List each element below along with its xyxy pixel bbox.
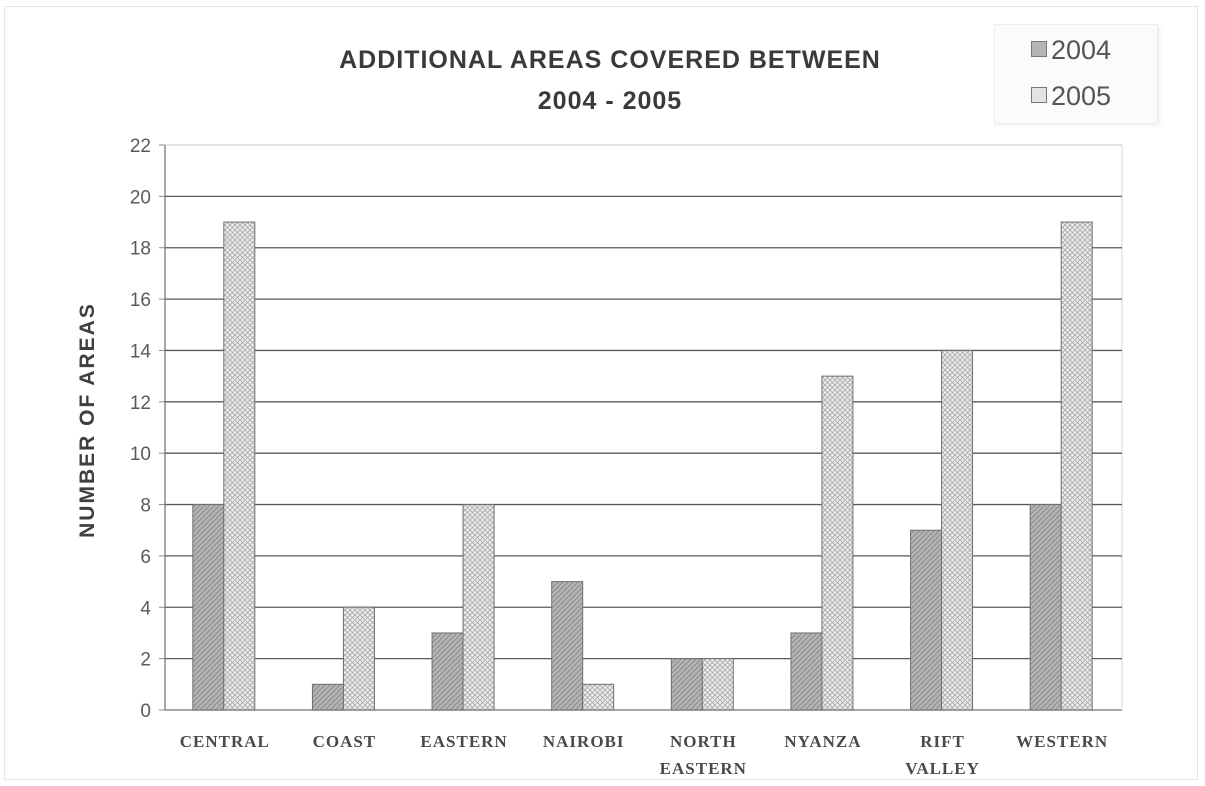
x-tick-label: WESTERN xyxy=(1016,732,1108,751)
y-tick-label: 22 xyxy=(130,136,151,157)
x-tick-label: COAST xyxy=(313,732,377,751)
bar-2004-nyanza xyxy=(790,632,823,711)
y-tick-labels: 0 2 4 6 8 10 12 14 16 18 20 22 xyxy=(130,136,152,722)
gridlines xyxy=(159,144,1123,711)
x-tick-label: VALLEY xyxy=(905,759,980,778)
chart-title-line-2: 2004 - 2005 xyxy=(537,87,683,115)
chart-title-line-1: ADDITIONAL AREAS COVERED BETWEEN xyxy=(339,46,881,74)
y-tick-label: 4 xyxy=(140,598,151,619)
legend-swatch-2005 xyxy=(1031,87,1047,103)
bar-2005-north-eastern xyxy=(701,658,734,711)
legend-item-2005: 2005 xyxy=(1031,79,1111,113)
x-tick-label: CENTRAL xyxy=(180,732,270,751)
legend-swatch-2004 xyxy=(1031,41,1047,57)
bar-2004-central xyxy=(192,504,225,711)
x-tick-label: NORTH xyxy=(670,732,737,751)
bar-2005-eastern xyxy=(462,504,495,711)
bar-2004-coast xyxy=(311,683,344,711)
x-tick-label: EASTERN xyxy=(420,732,507,751)
y-tick-label: 6 xyxy=(140,547,151,568)
legend-label-2004: 2004 xyxy=(1051,35,1112,65)
y-tick-label: 14 xyxy=(130,341,152,362)
x-tick-labels: CENTRAL COAST EASTERN NAIROBI NORTH EASTERN NY… xyxy=(180,732,1108,778)
legend: 2004 2005 xyxy=(994,24,1158,124)
y-tick-label: 10 xyxy=(130,444,151,465)
legend-item-2004: 2004 xyxy=(1031,33,1111,67)
y-tick-label: 8 xyxy=(140,496,151,517)
bar-2004-western xyxy=(1029,504,1062,711)
bars xyxy=(192,221,1093,711)
bar-2005-rift-valley xyxy=(941,349,974,711)
bar-2004-rift-valley xyxy=(910,529,943,711)
y-tick-label: 18 xyxy=(130,239,151,260)
y-tick-label: 12 xyxy=(130,393,151,414)
y-tick-label: 16 xyxy=(130,290,151,311)
bar-2005-nairobi xyxy=(582,683,615,711)
y-tick-label: 20 xyxy=(130,187,151,208)
x-tick-label: NAIROBI xyxy=(543,732,625,751)
chart-title: ADDITIONAL AREAS COVERED BETWEEN 2004 - … xyxy=(240,40,980,122)
bar-2005-central xyxy=(223,221,256,711)
bar-2005-coast xyxy=(342,606,375,711)
bar-2004-nairobi xyxy=(551,581,584,711)
legend-label-2005: 2005 xyxy=(1051,81,1112,111)
x-tick-label: RIFT xyxy=(920,732,965,751)
y-tick-label: 0 xyxy=(140,701,151,722)
x-tick-label: EASTERN xyxy=(660,759,747,778)
bar-2004-north-eastern xyxy=(670,658,703,711)
x-tick-label: NYANZA xyxy=(784,732,861,751)
bar-2005-western xyxy=(1060,221,1093,711)
y-tick-label: 2 xyxy=(140,650,151,671)
bar-2004-eastern xyxy=(431,632,464,711)
bar-2005-nyanza xyxy=(821,375,854,711)
